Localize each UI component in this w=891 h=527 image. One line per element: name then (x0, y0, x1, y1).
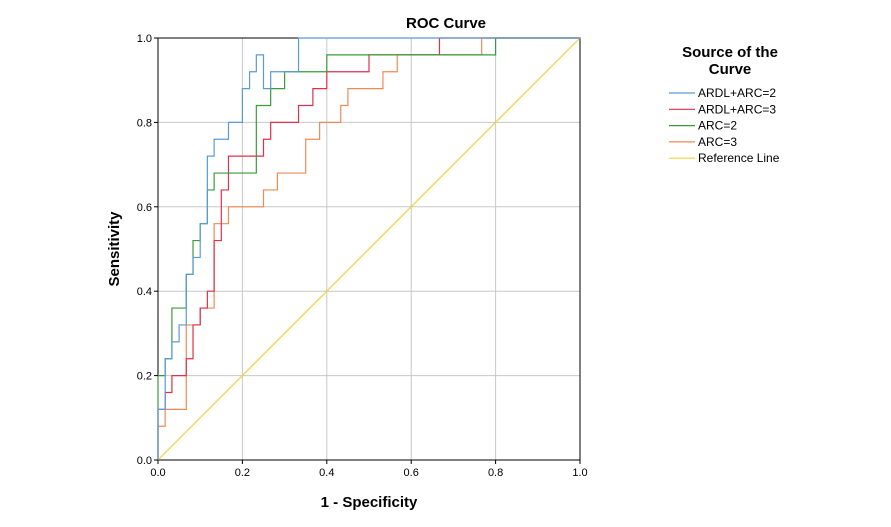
legend-label-ardl-arc-2: ARDL+ARC=2 (698, 86, 776, 100)
legend: Source of the Curve ARDL+ARC=2 ARDL+ARC=3… (669, 44, 780, 165)
series-line-arc-2 (157, 37, 580, 460)
x-tick-label: 0.4 (319, 467, 334, 479)
x-tick-label: 1.0 (572, 467, 587, 479)
x-tick-label: 0.8 (488, 467, 503, 479)
y-tick-label: 0.6 (137, 202, 152, 214)
legend-title-line2: Curve (709, 61, 752, 78)
y-tick-label: 0.2 (137, 371, 152, 383)
legend-label-arc-2: ARC=2 (698, 119, 737, 133)
legend-label-reference-line: Reference Line (698, 151, 780, 165)
series-line-ardl-arc-2 (157, 37, 580, 460)
series-line-ardl-arc-3 (157, 37, 580, 460)
chart-title: ROC Curve (406, 15, 486, 32)
x-tick-label: 0.0 (150, 467, 165, 479)
legend-items: ARDL+ARC=2 ARDL+ARC=3 ARC=2 ARC=3 Reference … (669, 86, 780, 165)
ticks-layer: 0.0 0.2 0.4 0.6 0.8 1.0 0.0 0.2 0.4 0.6 0.8 1.0 (137, 33, 588, 479)
y-tick-label: 0.0 (137, 455, 152, 467)
y-tick-label: 0.4 (137, 286, 152, 298)
legend-label-arc-3: ARC=3 (698, 135, 737, 149)
y-tick-label: 0.8 (137, 117, 152, 129)
series-line-arc-3 (157, 37, 580, 460)
x-axis-title: 1 - Specificity (321, 494, 418, 511)
series-layer (157, 37, 581, 461)
x-tick-label: 0.6 (404, 467, 419, 479)
x-tick-label: 0.2 (235, 467, 250, 479)
legend-title-line1: Source of the (682, 44, 778, 61)
series-line-reference-line (157, 37, 581, 461)
y-tick-label: 1.0 (137, 33, 152, 45)
y-axis-title: Sensitivity (106, 211, 123, 287)
legend-label-ardl-arc-3: ARDL+ARC=3 (698, 102, 776, 116)
